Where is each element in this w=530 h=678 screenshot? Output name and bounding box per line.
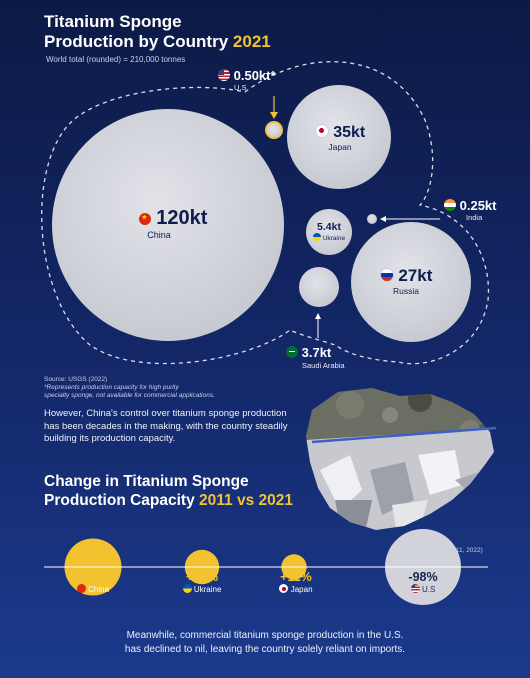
india-label: 0.25kt India <box>444 198 524 222</box>
ukraine-flag-icon <box>312 233 321 241</box>
change-chart-source: Source: USGS (2011, 2022) <box>402 547 483 554</box>
russia-value: 27kt <box>398 266 433 285</box>
bubble-russia <box>351 222 471 342</box>
source-line: Source: USGS (2022) <box>44 376 108 383</box>
china-label: ★ 120kt China <box>118 207 228 240</box>
japan-flag-icon <box>314 124 329 138</box>
china-value: 120kt <box>156 207 208 229</box>
saudi-arabia-label: 3.7kt Saudi Arabia <box>286 345 366 370</box>
world-total-subtitle: World total (rounded) = 210,000 tonnes <box>46 55 186 64</box>
india-name: India <box>466 213 483 222</box>
bubble-us <box>265 121 283 139</box>
change-label-ukraine: +20% Ukraine <box>172 570 232 594</box>
china-flag-icon <box>76 584 86 593</box>
ukraine-name: Ukraine <box>322 235 346 242</box>
change-name-us: U.S <box>421 585 436 594</box>
us-label: 0.50kt* U.S <box>218 68 308 92</box>
russia-name: Russia <box>393 286 419 296</box>
title-line-2-text: Production by Country <box>44 32 229 51</box>
china-context-paragraph: However, China's control over titanium s… <box>44 408 288 444</box>
us-leader-arrow <box>270 112 278 119</box>
change-value-ukraine: +20% <box>185 570 219 584</box>
footer-line-1: Meanwhile, commercial titanium sponge pr… <box>126 630 404 641</box>
saudi-arabia-value: 3.7kt <box>301 345 332 360</box>
title-year: 2021 <box>232 32 271 51</box>
title-line-1: Titanium Sponge <box>44 12 182 31</box>
footer-line-2: has declined to nil, leaving the country… <box>124 644 406 655</box>
saudi-arabia-name: Saudi Arabia <box>302 361 345 370</box>
japan-name: Japan <box>328 142 352 152</box>
bubble-japan <box>287 85 391 189</box>
india-flag-icon <box>444 199 456 211</box>
change-chart-title: Change in Titanium Sponge Production Cap… <box>44 472 293 510</box>
india-value: 0.25kt <box>459 198 497 213</box>
change-name-ukraine: Ukraine <box>193 585 222 594</box>
ukraine-value: 5.4kt <box>317 221 341 233</box>
us-name: U.S <box>234 83 247 92</box>
source-note: Source: USGS (2022) *Represents producti… <box>44 376 215 400</box>
page-title: Titanium Sponge Production by Country 20… <box>44 12 271 52</box>
footnote-line-1: *Represents production capacity for high… <box>44 384 179 391</box>
ukraine-flag-icon <box>182 584 192 593</box>
china-flag-icon: ★ <box>138 213 151 225</box>
us-flag-icon <box>410 584 420 593</box>
change-value-us: -98% <box>408 570 438 584</box>
change-label-japan: +11% Japan <box>266 570 326 594</box>
china-name: China <box>147 230 171 240</box>
japan-label: 35kt Japan <box>300 124 380 152</box>
us-flag-icon <box>218 69 230 81</box>
change-name-japan: Japan <box>290 585 313 594</box>
india-leader-arrow <box>380 216 386 222</box>
bubble-cluster-outline <box>41 61 490 365</box>
change-title-line-2: Production Capacity <box>44 492 195 509</box>
us-value: 0.50kt* <box>233 68 276 83</box>
bubble-india <box>367 214 377 224</box>
ukraine-label: 5.4kt Ukraine <box>305 221 353 242</box>
bubble-saudi-arabia <box>299 267 339 307</box>
change-label-us: -98% U.S <box>393 570 453 594</box>
footnote-line-2: specialty sponge, not available for comm… <box>44 392 215 399</box>
change-value-china: +55% <box>76 570 110 584</box>
footer-text: Meanwhile, commercial titanium sponge pr… <box>0 629 530 657</box>
russia-label: 27kt Russia <box>366 266 446 296</box>
change-title-years: 2011 vs 2021 <box>199 492 293 509</box>
title-line-2: Production by Country 2021 <box>44 32 271 52</box>
japan-flag-icon <box>279 584 289 593</box>
change-chart-marks <box>44 529 488 605</box>
japan-value: 35kt <box>333 124 366 141</box>
bubble-ukraine <box>306 209 352 255</box>
saudi-arabia-flag-icon <box>286 346 298 358</box>
change-label-china: +55% China <box>63 570 123 594</box>
bubble-china <box>52 109 284 341</box>
saudi-leader-arrow <box>315 313 321 319</box>
russia-flag-icon <box>379 268 394 282</box>
change-title-line-1: Change in Titanium Sponge <box>44 473 249 490</box>
change-value-japan: +11% <box>280 570 312 584</box>
titanium-sponge-image <box>306 388 497 530</box>
change-name-china: China <box>88 585 110 594</box>
